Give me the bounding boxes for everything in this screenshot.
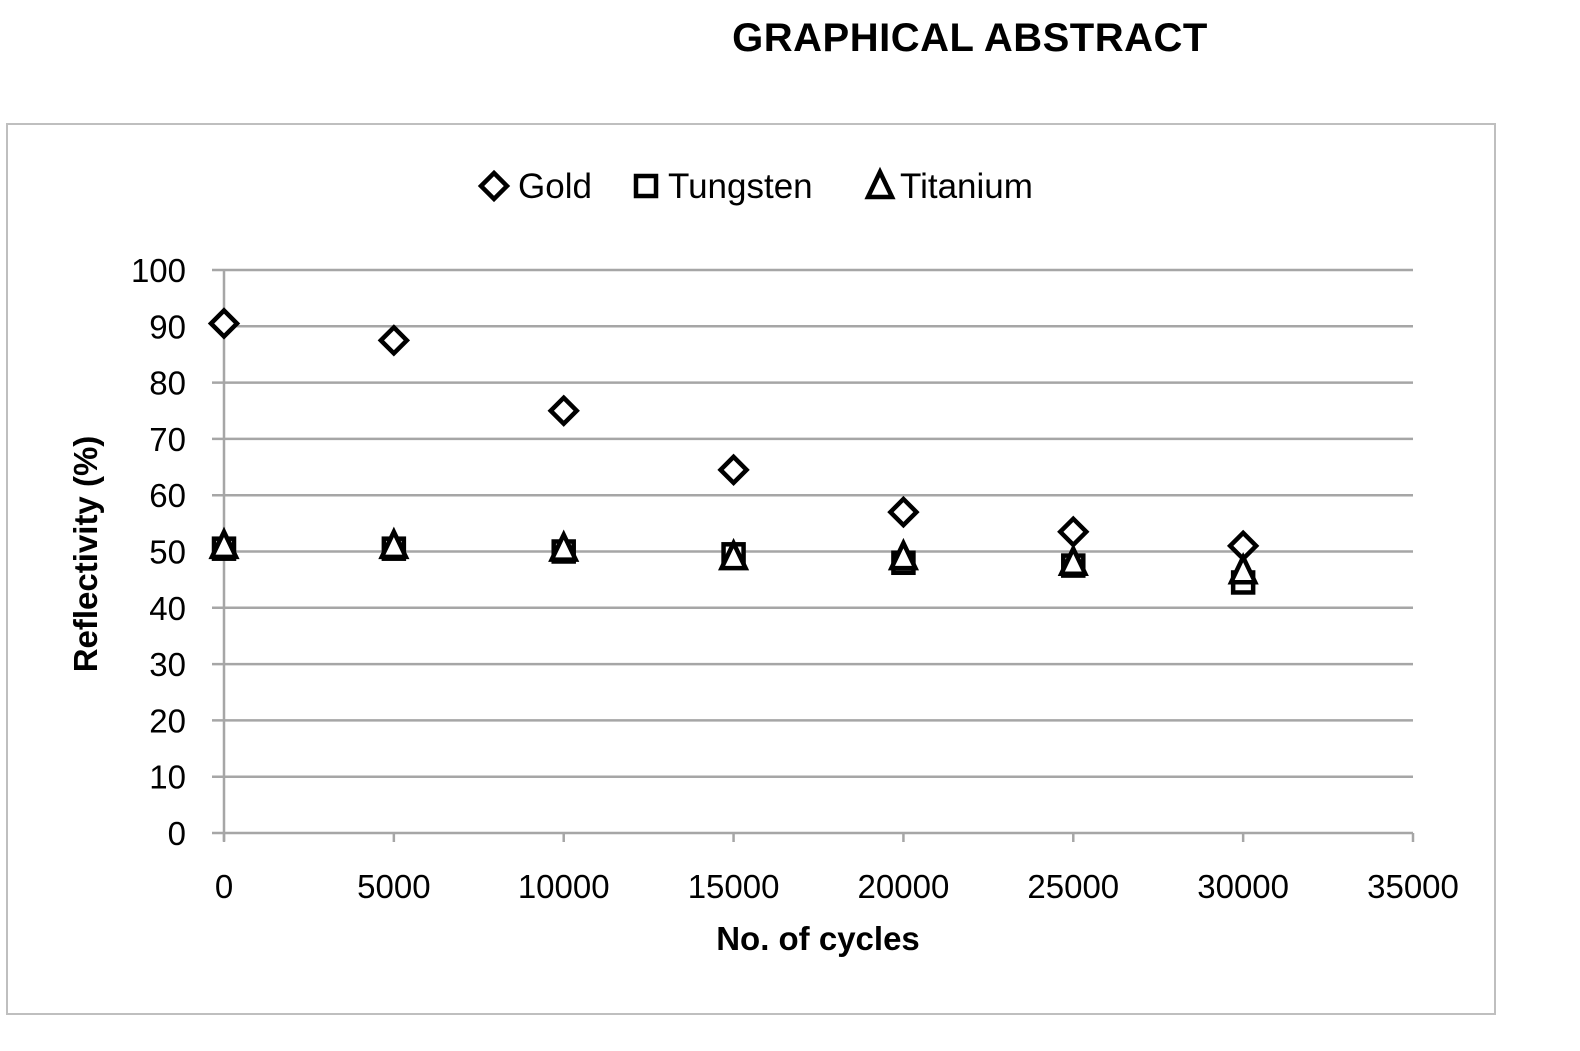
gold-point xyxy=(377,324,411,357)
x-tick-label: 10000 xyxy=(518,868,610,905)
y-tick-label: 50 xyxy=(149,534,186,571)
y-tick-label: 70 xyxy=(149,421,186,458)
page-title: GRAPHICAL ABSTRACT xyxy=(732,16,1208,60)
legend-gold-label: Gold xyxy=(518,167,592,206)
titanium-point xyxy=(208,526,240,560)
y-tick-label: 40 xyxy=(149,590,186,627)
x-axis-title: No. of cycles xyxy=(716,920,920,957)
titanium-point xyxy=(887,537,920,571)
legend-tungsten-marker xyxy=(633,173,659,199)
y-tick-label: 0 xyxy=(168,815,186,852)
gold-point xyxy=(1057,515,1090,548)
chart-frame xyxy=(6,123,1496,1015)
titanium-point xyxy=(1057,543,1089,577)
titanium-point xyxy=(717,537,750,571)
y-axis-title: Reflectivity (%) xyxy=(67,436,104,673)
y-tick-label: 20 xyxy=(149,702,186,739)
gold-point xyxy=(717,453,750,487)
gold-point xyxy=(887,495,920,529)
gridlines xyxy=(212,268,1415,842)
legend: Gold Tungsten Titanium xyxy=(477,166,1033,206)
x-tick-label: 0 xyxy=(215,868,233,905)
gold-point xyxy=(547,394,580,427)
legend-titanium-label: Titanium xyxy=(900,167,1033,206)
y-tick-label: 30 xyxy=(149,646,186,683)
data-points xyxy=(207,307,1260,595)
legend-titanium-marker xyxy=(864,166,896,200)
titanium-point xyxy=(548,529,580,562)
x-tick-label: 30000 xyxy=(1197,868,1289,905)
axes: No. of cycles Reflectivity (%) 0 10 20 30 40… xyxy=(67,252,1459,957)
y-tick-label: 80 xyxy=(149,365,186,402)
x-tick-label: 25000 xyxy=(1027,868,1119,905)
titanium-point xyxy=(378,526,410,560)
legend-tungsten-label: Tungsten xyxy=(668,167,813,206)
x-tick-label: 35000 xyxy=(1367,868,1459,905)
y-tick-label: 10 xyxy=(149,759,186,796)
x-tick-label: 20000 xyxy=(858,868,950,905)
x-tick-label: 15000 xyxy=(688,868,780,905)
y-tick-label: 90 xyxy=(149,308,186,345)
legend-gold-marker xyxy=(477,169,511,203)
y-tick-label: 60 xyxy=(149,477,186,514)
titanium-point xyxy=(1227,552,1259,585)
x-tick-label: 5000 xyxy=(357,868,430,905)
y-tick-label: 100 xyxy=(131,252,186,289)
gold-point xyxy=(207,307,241,340)
